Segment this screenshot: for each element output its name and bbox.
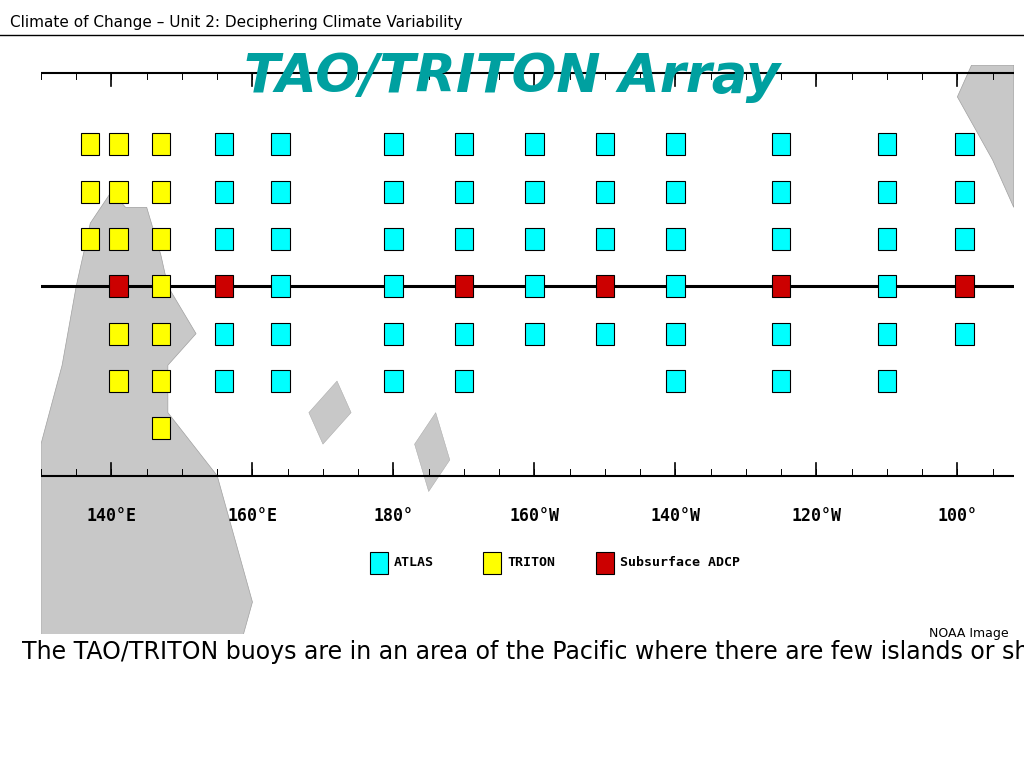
Bar [483,551,502,574]
Text: 120°W: 120°W [792,508,842,525]
Text: 180°: 180° [374,508,414,525]
Bar [596,323,614,345]
Text: TAO/TRITON Array: TAO/TRITON Array [244,51,780,103]
Bar [271,180,290,203]
Bar [955,275,974,297]
Bar [878,228,896,250]
Bar [271,370,290,392]
Bar [384,323,402,345]
Bar [772,180,791,203]
Bar [152,370,170,392]
Bar [110,275,128,297]
Bar [215,180,233,203]
Bar [81,228,99,250]
Bar [81,133,99,155]
Bar [596,551,614,574]
Bar [152,228,170,250]
Bar [667,180,685,203]
Bar [384,180,402,203]
Text: 160°E: 160°E [227,508,278,525]
Bar [271,323,290,345]
Text: 160°W: 160°W [509,508,559,525]
Bar [110,180,128,203]
Bar [152,275,170,297]
Bar [455,370,473,392]
Bar [525,323,544,345]
Polygon shape [415,412,450,492]
Bar [772,323,791,345]
Bar [152,417,170,439]
Bar [110,228,128,250]
Text: ATLAS: ATLAS [394,556,434,569]
Text: The TAO/TRITON buoys are in an area of the Pacific where there are few islands o: The TAO/TRITON buoys are in an area of t… [23,641,1024,664]
Text: 140°W: 140°W [650,508,700,525]
Bar [596,133,614,155]
Text: TRITON: TRITON [507,556,555,569]
Bar [667,228,685,250]
Bar [215,370,233,392]
Text: 140°E: 140°E [86,508,136,525]
Bar [110,323,128,345]
Bar [271,275,290,297]
Bar [455,180,473,203]
Bar [878,180,896,203]
Polygon shape [41,191,253,728]
Bar [878,370,896,392]
Bar [110,370,128,392]
Bar [271,228,290,250]
Text: Subsurface ADCP: Subsurface ADCP [620,556,739,569]
Bar [667,275,685,297]
Bar [455,275,473,297]
Bar [455,133,473,155]
Bar [152,323,170,345]
Bar [667,133,685,155]
Bar [525,133,544,155]
Text: Climate of Change – Unit 2: Deciphering Climate Variability: Climate of Change – Unit 2: Deciphering … [10,15,463,31]
Bar [110,133,128,155]
Bar [955,133,974,155]
Bar [215,133,233,155]
Bar [152,180,170,203]
Bar [384,275,402,297]
Bar [215,323,233,345]
Bar [955,180,974,203]
Bar [772,370,791,392]
Bar [878,133,896,155]
Text: NOAA Image: NOAA Image [929,627,1009,641]
Bar [772,133,791,155]
Bar [667,370,685,392]
Bar [878,275,896,297]
Bar [215,275,233,297]
Polygon shape [957,65,1014,207]
Polygon shape [309,381,351,444]
Bar [455,228,473,250]
Bar [271,133,290,155]
Bar [955,228,974,250]
Bar [955,323,974,345]
Bar [596,275,614,297]
Bar [525,228,544,250]
Bar [370,551,388,574]
Bar [525,275,544,297]
Bar [384,370,402,392]
Bar [455,323,473,345]
Bar [772,275,791,297]
Bar [81,180,99,203]
Bar [384,133,402,155]
Bar [384,228,402,250]
Bar [772,228,791,250]
Bar [152,133,170,155]
Bar [667,323,685,345]
Bar [596,180,614,203]
Text: 100°: 100° [937,508,977,525]
Bar [215,228,233,250]
Bar [596,228,614,250]
Bar [878,323,896,345]
Bar [525,180,544,203]
